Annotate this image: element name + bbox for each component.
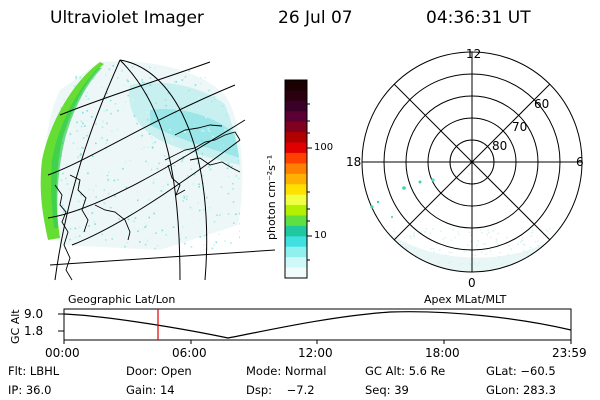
colorbar-segment: [285, 205, 307, 217]
info-glat: GLat: −60.5: [486, 364, 556, 378]
time-tick-1200: 12:00: [298, 346, 333, 360]
mlt-label-6: 6: [576, 155, 584, 169]
mlt-label-12: 12: [466, 47, 482, 61]
geographic-caption: Geographic Lat/Lon: [68, 293, 176, 306]
info-gcalt: GC Alt: 5.6 Re: [365, 364, 446, 378]
coastlines: [54, 124, 241, 281]
colorbar-segment: [285, 100, 307, 112]
altitude-ytick-high: 9.0: [24, 307, 44, 321]
colorbar-segment: [285, 163, 307, 175]
info-ip: IP: 36.0: [8, 383, 52, 397]
instrument-title: Ultraviolet Imager: [50, 8, 204, 28]
time-tick-2359: 23:59: [552, 346, 587, 360]
colorbar-segment: [285, 257, 307, 269]
time-tick-0000: 00:00: [45, 346, 80, 360]
time-tick-1800: 18:00: [425, 346, 460, 360]
time-label: 04:36:31 UT: [426, 8, 531, 28]
altitude-plot-frame: [58, 308, 572, 344]
mlat-label-70: 70: [512, 120, 528, 134]
mlt-axis-diag2: [393, 83, 551, 241]
colorbar-segment: [285, 194, 307, 206]
info-mode: Mode: Normal: [246, 364, 327, 378]
geographic-image: [40, 61, 243, 250]
date-label: 26 Jul 07: [278, 8, 353, 28]
info-flt: Flt: LBHL: [8, 364, 60, 378]
mlat-label-80: 80: [492, 139, 508, 153]
colorbar-segment: [285, 184, 307, 196]
info-door: Door: Open: [126, 364, 192, 378]
colorbar-segment: [285, 173, 307, 185]
mlt-label-0: 0: [468, 276, 476, 290]
mlat-label-60: 60: [534, 97, 550, 111]
altitude-ytick-low: 1.8: [24, 324, 44, 338]
colorbar-tick-10: 10: [314, 230, 327, 241]
colorbar-segment: [285, 142, 307, 154]
colorbar-segment: [285, 121, 307, 133]
colorbar-segment: [285, 132, 307, 144]
emission-speckles: [60, 65, 242, 250]
colorbar-tick-100: 100: [314, 142, 334, 153]
altitude-curve: [63, 311, 572, 339]
colorbar: [285, 80, 307, 279]
time-tick-0600: 06:00: [172, 346, 207, 360]
colorbar-unit-label: photon cm⁻²s⁻¹: [265, 154, 278, 240]
colorbar-segment: [285, 111, 307, 123]
info-gain: Gain: 14: [126, 383, 175, 397]
colorbar-segment: [285, 90, 307, 102]
colorbar-segment: [285, 236, 307, 248]
info-dsp: Dsp: −7.2: [246, 383, 315, 397]
info-seq: Seq: 39: [365, 383, 409, 397]
latlon-grid: [47, 59, 276, 281]
altitude-ylabel: GC Alt: [9, 309, 22, 344]
auroral-band: [40, 62, 104, 240]
polar-plot: [361, 51, 583, 273]
colorbar-segment: [285, 215, 307, 227]
mlt-label-18: 18: [346, 155, 362, 169]
colorbar-segment: [285, 225, 307, 237]
apex-caption: Apex MLat/MLT: [424, 293, 507, 306]
colorbar-segment: [285, 267, 307, 279]
colorbar-segment: [285, 80, 307, 92]
colorbar-segment: [285, 152, 307, 164]
info-glon: GLon: 283.3: [486, 383, 556, 397]
colorbar-segment: [285, 246, 307, 258]
